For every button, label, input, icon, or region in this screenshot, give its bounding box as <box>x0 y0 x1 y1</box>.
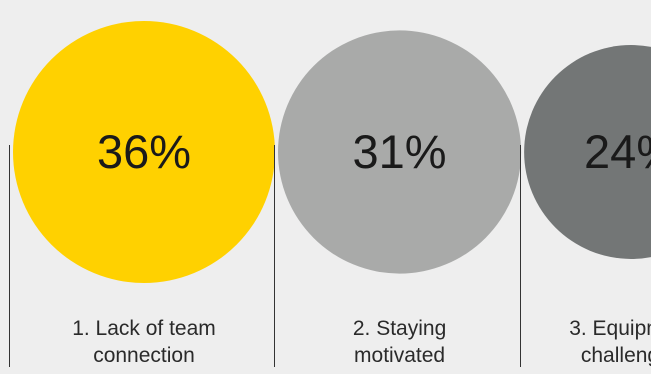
category-label-1-line-2: connection <box>93 344 195 367</box>
category-label-3-line-1: 3. Equipment <box>569 317 651 340</box>
bubbles-layer <box>13 21 651 283</box>
leader-lines-layer <box>9 145 521 367</box>
category-labels-layer: 36% 1. Lack of team connection 31% 2. Stayin… <box>72 125 651 367</box>
category-label-1-line-1: 1. Lack of team <box>72 317 216 340</box>
bubble-2 <box>278 30 522 274</box>
bubble-1 <box>13 21 275 283</box>
bubble-value-label-1: 36% <box>97 125 191 178</box>
category-label-2-line-1: 2. Staying <box>353 317 446 340</box>
bubble-value-label-2: 31% <box>353 125 447 178</box>
category-label-3-line-2: challenges <box>581 344 651 367</box>
bubble-3 <box>524 45 651 259</box>
category-label-2-line-2: motivated <box>354 344 445 367</box>
bubble-value-label-3: 24% <box>584 125 651 178</box>
